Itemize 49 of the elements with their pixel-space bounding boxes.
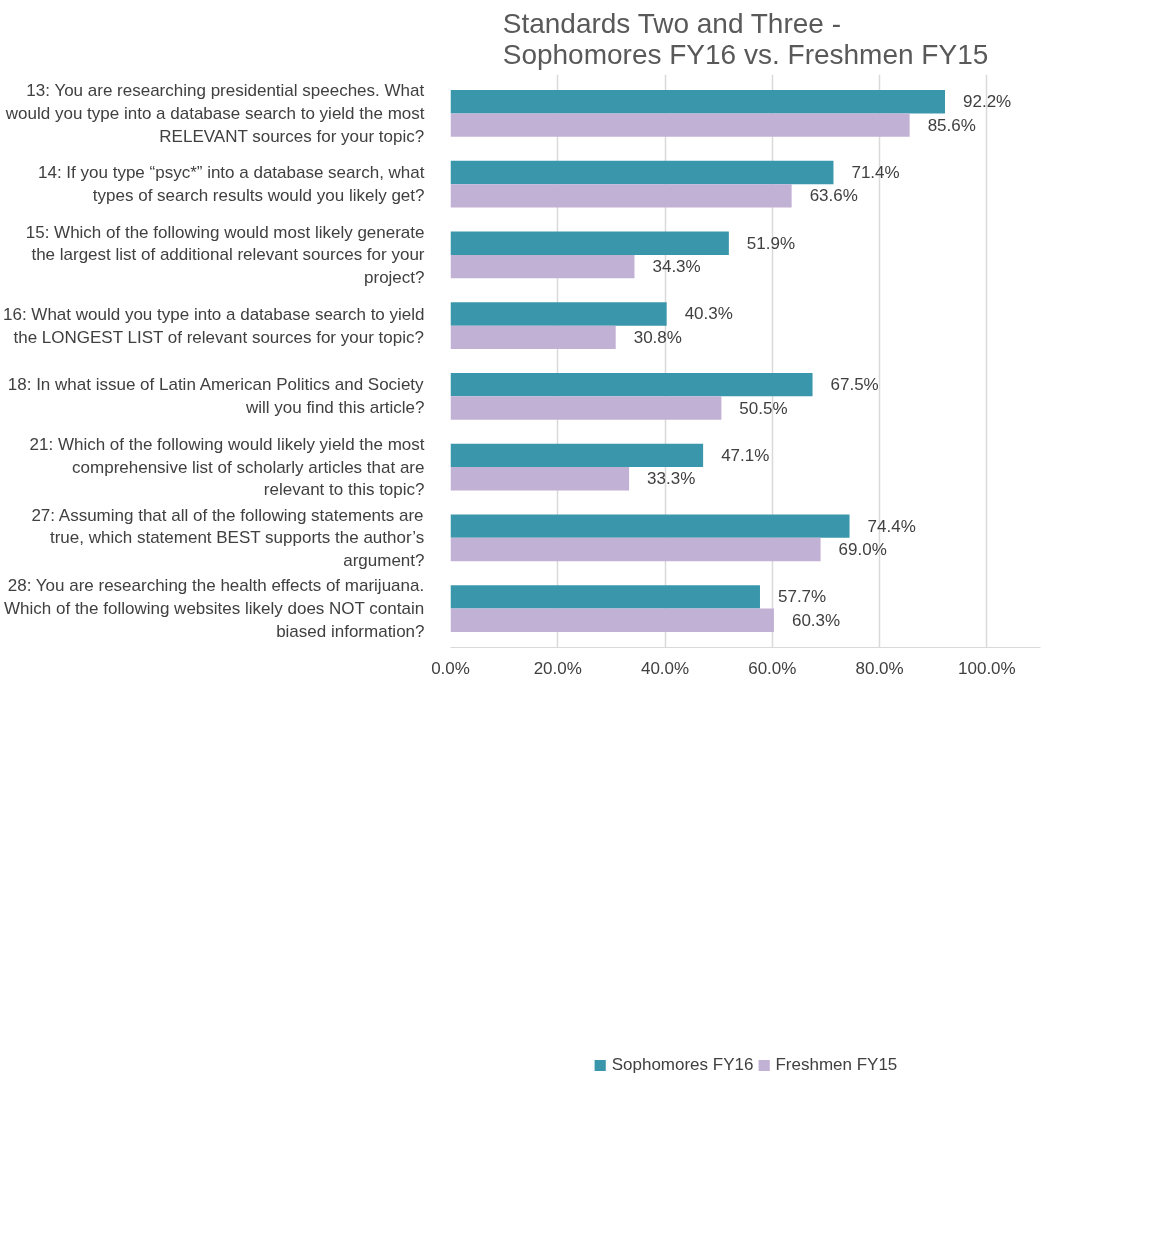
legend-label: Freshmen FY15 xyxy=(775,1055,898,1075)
y-tick-label: 14: If you type “psyc*” into a database search, what types of search results would you likely get? xyxy=(38,163,425,206)
data-label: 40.3% xyxy=(684,304,733,324)
bar xyxy=(450,160,834,185)
x-tick-label: 20.0% xyxy=(533,658,582,678)
chart-title: Standards Two and Three - Sophomores FY16 vs. Freshmen FY15 xyxy=(502,7,989,70)
y-tick-label: 15: Which of the following would most likely generate the largest list of additional relevant sources for your project? xyxy=(25,222,425,288)
bar xyxy=(450,231,729,255)
bar xyxy=(450,443,704,468)
y-tick-label: 27: Assuming that all of the following statements are true, which statement BEST supports the author’s argument? xyxy=(31,505,425,571)
data-label: 51.9% xyxy=(746,233,796,253)
bar xyxy=(450,585,760,609)
y-tick-label: 21: Which of the following would likely yield the most comprehensive list of scholarly articles that are relevant to this topic? xyxy=(29,434,425,500)
bar xyxy=(450,184,792,208)
data-label: 69.0% xyxy=(838,540,887,560)
bar xyxy=(450,90,946,114)
x-tick-label: 60.0% xyxy=(748,658,797,678)
bar xyxy=(450,325,616,349)
data-label: 71.4% xyxy=(851,162,900,182)
bar xyxy=(450,373,813,397)
data-label: 34.3% xyxy=(652,257,701,277)
bar xyxy=(450,467,630,491)
bar xyxy=(450,396,722,420)
bar xyxy=(450,537,821,562)
data-label: 60.3% xyxy=(791,610,841,630)
data-label: 50.5% xyxy=(739,398,788,418)
data-label: 85.6% xyxy=(927,115,976,135)
data-label: 63.6% xyxy=(809,186,858,206)
data-label: 33.3% xyxy=(647,469,696,489)
bar xyxy=(450,514,850,538)
data-label: 47.1% xyxy=(721,445,770,465)
data-label: 67.5% xyxy=(830,375,879,395)
bar xyxy=(450,113,910,137)
y-tick-label: 18: In what issue of Latin American Politics and Society will you find this article? xyxy=(7,375,425,418)
x-tick-label: 80.0% xyxy=(855,658,904,678)
data-label: 74.4% xyxy=(867,516,916,536)
y-tick-label: 13: You are researching presidential speeches. What would you type into a database search to yield the most RELEVANT sources for your topic? xyxy=(4,81,425,146)
x-tick-label: 0.0% xyxy=(431,658,470,678)
data-label: 57.7% xyxy=(777,587,827,607)
legend-label: Sophomores FY16 xyxy=(611,1055,754,1075)
x-tick-label: 100.0% xyxy=(958,658,1016,678)
data-label: 92.2% xyxy=(963,92,1012,112)
y-tick-label: 16: What would you type into a database search to yield the LONGEST LIST of relevant sources for your topic? xyxy=(3,304,425,347)
bar xyxy=(450,254,635,279)
bar xyxy=(450,608,774,632)
y-tick-label: 28: You are researching the health effects of marijuana. Which of the following websites likely does NOT contain biased information? xyxy=(4,576,425,641)
bar xyxy=(450,302,667,326)
x-tick-label: 40.0% xyxy=(640,658,690,678)
data-label: 30.8% xyxy=(633,327,682,347)
